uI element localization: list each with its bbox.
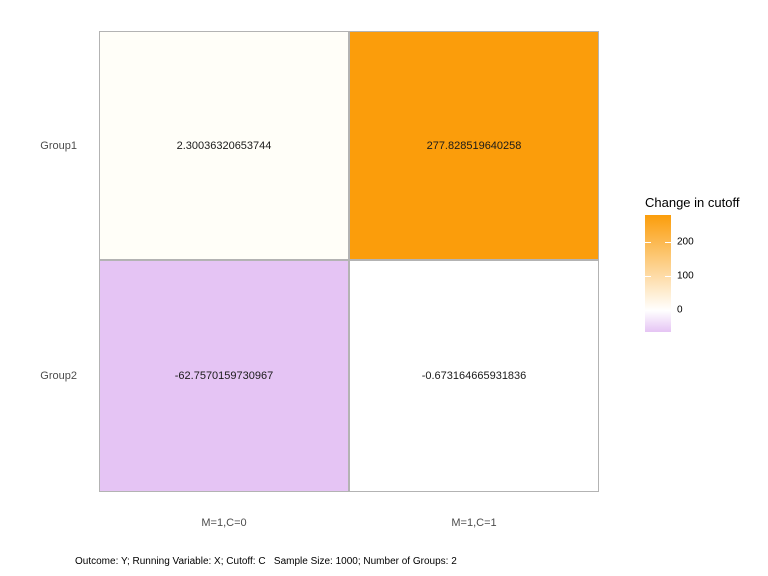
legend-colorbar <box>645 215 671 332</box>
y-axis-label-group2: Group2 <box>40 370 77 382</box>
y-axis-label-group1: Group1 <box>40 140 77 152</box>
heatmap-panel: 2.30036320653744 277.828519640258 -62.75… <box>99 31 599 492</box>
legend-tick-mark <box>645 241 651 243</box>
heatmap-cell-group1-m1c0: 2.30036320653744 <box>99 31 349 260</box>
legend-tick-mark <box>645 276 651 278</box>
heatmap-cell-group1-m1c1: 277.828519640258 <box>349 31 599 260</box>
cell-value: 2.30036320653744 <box>176 139 272 152</box>
legend-tick-mark <box>665 310 671 312</box>
figure-caption: Outcome: Y; Running Variable: X; Cutoff:… <box>75 556 457 567</box>
legend-tick-mark <box>645 310 651 312</box>
legend-title: Change in cutoff <box>645 195 740 210</box>
heatmap-cell-group2-m1c1: -0.673164665931836 <box>349 260 599 492</box>
legend-tick-mark <box>665 276 671 278</box>
cell-value: -62.7570159730967 <box>174 370 274 382</box>
x-axis-label-m1c0: M=1,C=0 <box>201 517 247 529</box>
legend-tick-label: 100 <box>677 270 694 282</box>
x-axis-label-m1c1: M=1,C=1 <box>451 517 497 529</box>
legend-tick-label: 200 <box>677 236 694 248</box>
cell-value: 277.828519640258 <box>426 139 522 152</box>
legend-tick-mark <box>665 241 671 243</box>
heatmap-cell-group2-m1c0: -62.7570159730967 <box>99 260 349 492</box>
legend-tick-label: 0 <box>677 304 683 316</box>
cell-value: -0.673164665931836 <box>421 370 527 382</box>
